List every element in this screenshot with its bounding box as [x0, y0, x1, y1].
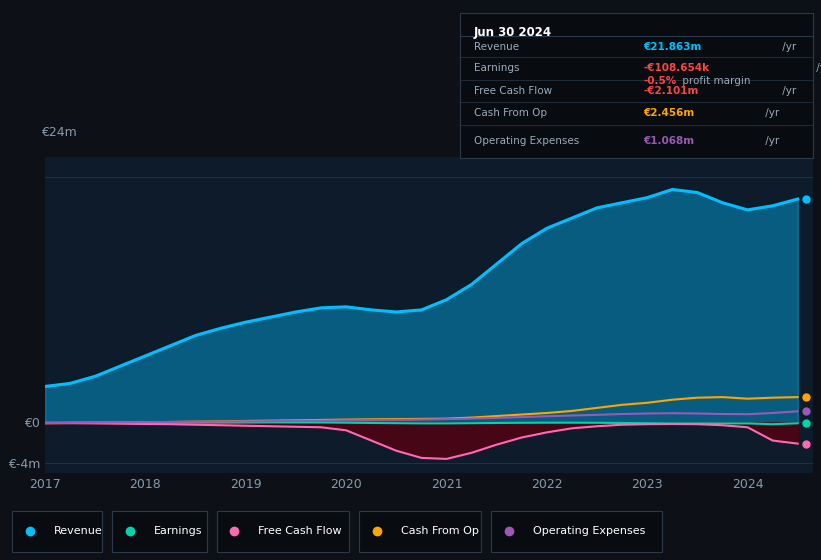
Text: /yr: /yr — [779, 41, 796, 52]
Text: /yr: /yr — [762, 136, 779, 146]
Text: /yr: /yr — [779, 86, 796, 96]
Text: profit margin: profit margin — [679, 76, 750, 86]
Text: -€108.654k: -€108.654k — [644, 63, 709, 73]
Text: €2.456m: €2.456m — [644, 109, 695, 118]
FancyBboxPatch shape — [112, 511, 207, 552]
Text: Operating Expenses: Operating Expenses — [533, 526, 645, 536]
Text: Revenue: Revenue — [474, 41, 519, 52]
Text: Cash From Op: Cash From Op — [401, 526, 479, 536]
FancyBboxPatch shape — [359, 511, 481, 552]
Text: Cash From Op: Cash From Op — [474, 109, 547, 118]
Text: €24m: €24m — [41, 127, 77, 139]
FancyBboxPatch shape — [491, 511, 662, 552]
Text: -0.5%: -0.5% — [644, 76, 677, 86]
Text: Jun 30 2024: Jun 30 2024 — [474, 26, 552, 39]
Text: -€2.101m: -€2.101m — [644, 86, 699, 96]
Text: Revenue: Revenue — [54, 526, 103, 536]
Text: Earnings: Earnings — [474, 63, 520, 73]
Text: /yr: /yr — [762, 109, 779, 118]
Text: €1.068m: €1.068m — [644, 136, 695, 146]
Text: Operating Expenses: Operating Expenses — [474, 136, 579, 146]
FancyBboxPatch shape — [217, 511, 350, 552]
Text: /yr: /yr — [813, 63, 821, 73]
FancyBboxPatch shape — [12, 511, 103, 552]
Text: Free Cash Flow: Free Cash Flow — [259, 526, 342, 536]
Text: Earnings: Earnings — [154, 526, 202, 536]
Text: Free Cash Flow: Free Cash Flow — [474, 86, 552, 96]
Text: €21.863m: €21.863m — [644, 41, 702, 52]
